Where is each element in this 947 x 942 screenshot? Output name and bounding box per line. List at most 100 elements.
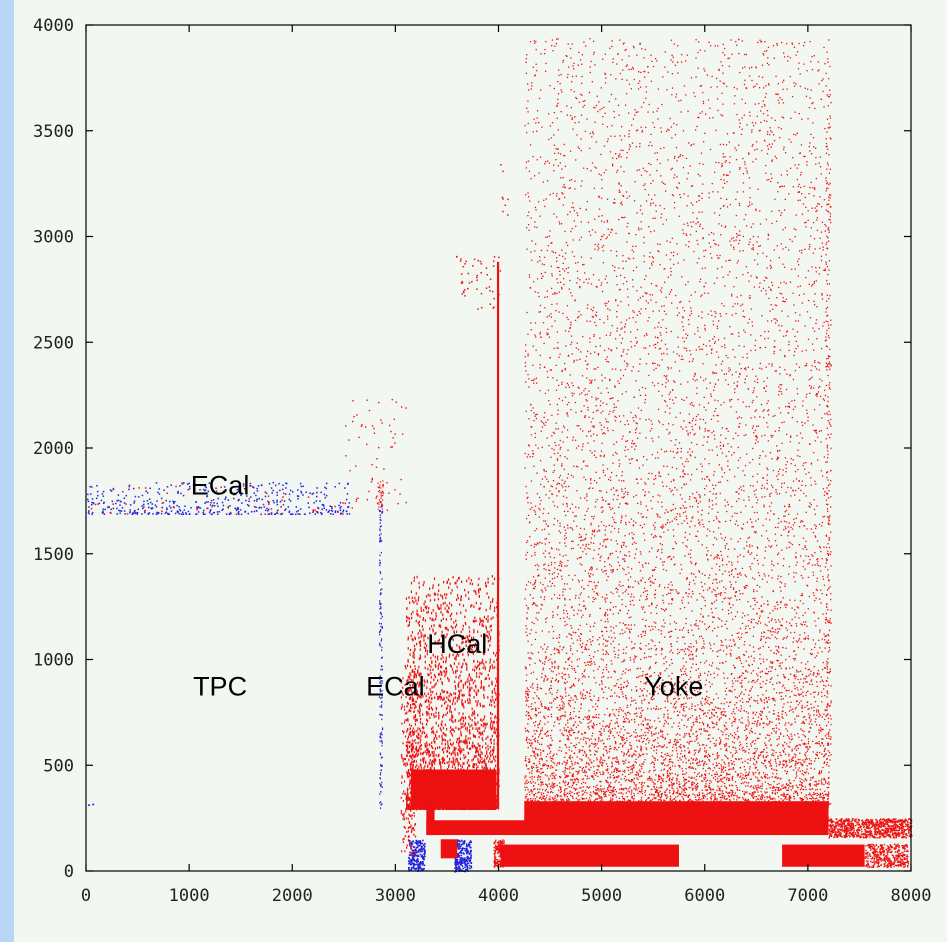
hit-point [412, 858, 414, 861]
hit-point [137, 496, 140, 498]
hit-point [175, 485, 177, 488]
hit-point [315, 510, 318, 513]
hit-point [858, 823, 860, 825]
hit-point [490, 727, 493, 731]
hit-point [843, 829, 845, 832]
hit-point [483, 790, 486, 793]
hit-point [473, 786, 475, 790]
hit-point [464, 780, 466, 784]
hit-point [380, 804, 382, 806]
hit-point [281, 512, 284, 515]
hit-point [462, 265, 465, 268]
hit-point [456, 779, 459, 782]
hit-point [428, 696, 430, 699]
hit-point [438, 589, 440, 592]
hit-point [416, 787, 418, 790]
hit-point [427, 747, 429, 751]
hit-point [225, 513, 228, 515]
hit-point [426, 679, 428, 683]
hit-point [436, 746, 439, 750]
hit-point [477, 753, 480, 756]
hit-point [415, 860, 417, 862]
hit-point [452, 720, 454, 724]
hit-point [445, 793, 448, 797]
hit-point [459, 845, 462, 848]
hit-point [439, 746, 441, 749]
hit-point [242, 485, 245, 487]
hit-point [424, 605, 426, 609]
hit-point [484, 807, 486, 810]
hit-point [477, 760, 479, 764]
hit-point [830, 826, 832, 828]
hit-point [493, 776, 495, 779]
hit-point [438, 735, 440, 738]
hit-point [880, 826, 882, 828]
hit-point [471, 707, 473, 711]
hit-point [857, 821, 859, 824]
hit-point [116, 507, 118, 510]
hit-point [479, 260, 482, 263]
hit-point [412, 772, 414, 775]
hit-point [415, 851, 418, 854]
hit-point [489, 639, 491, 642]
hit-point [889, 827, 891, 829]
hit-point [881, 829, 884, 831]
hit-point [445, 774, 447, 777]
hit-point [448, 795, 451, 799]
hit-point [410, 748, 413, 751]
hit-point [436, 604, 439, 607]
hit-point [465, 785, 467, 788]
hit-point [464, 724, 466, 727]
hit-point [468, 802, 470, 805]
hit-point [473, 805, 475, 808]
hit-point [449, 708, 451, 712]
hit-point [434, 778, 436, 782]
hit-point [334, 505, 336, 508]
hit-point [361, 424, 363, 426]
hit-point [447, 776, 449, 779]
hit-point [407, 735, 410, 739]
hit-point [477, 799, 479, 803]
hit-point [904, 825, 907, 828]
hit-point [440, 625, 442, 628]
hit-point [431, 761, 433, 765]
hit-point [413, 747, 415, 750]
hit-point [453, 778, 455, 781]
hit-point [847, 818, 850, 820]
hit-point [496, 735, 498, 738]
hit-point [469, 646, 471, 650]
hit-point [102, 495, 105, 497]
hit-point [496, 651, 498, 655]
hit-point [473, 713, 475, 716]
hit-point [432, 782, 435, 786]
hit-point [466, 788, 468, 792]
hit-point [381, 668, 383, 671]
hit-point [174, 500, 176, 503]
hit-point [446, 711, 449, 715]
hit-point [435, 804, 437, 808]
hit-point [475, 601, 477, 605]
hit-point [467, 772, 469, 775]
hit-point [381, 510, 384, 513]
hit-point [454, 625, 457, 629]
hit-point [491, 753, 493, 756]
hit-point [487, 755, 489, 758]
hit-point [458, 681, 460, 684]
hit-point [463, 841, 466, 844]
hit-point [405, 667, 407, 670]
hit-point [831, 832, 833, 834]
hit-point [424, 797, 426, 801]
hit-point [401, 433, 404, 435]
hit-point [890, 825, 892, 827]
hit-point [463, 740, 466, 743]
hit-point [484, 638, 486, 642]
hit-point [479, 744, 481, 748]
hit-point [340, 512, 343, 515]
hit-point [204, 502, 206, 504]
hit-point [402, 818, 404, 821]
hit-point [379, 572, 382, 574]
hit-point [252, 486, 255, 489]
hit-point [234, 507, 236, 510]
hit-point [432, 609, 434, 612]
hit-point [852, 831, 854, 834]
